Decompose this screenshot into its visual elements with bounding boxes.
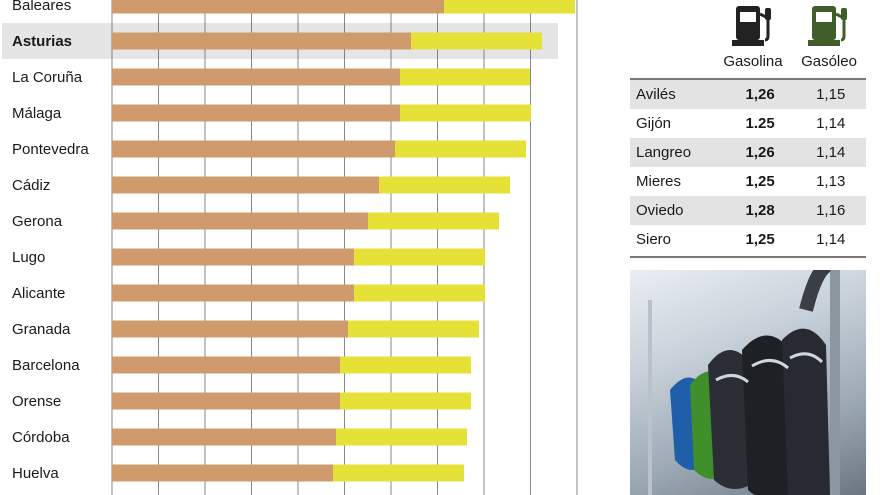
bar-chart: Baleares Asturias La Coruña Málaga Pontevedr…: [2, 0, 578, 495]
table-row: Gijón 1.25 1,14: [630, 109, 866, 138]
gasoleo-cell: 1,16: [795, 196, 866, 225]
category-label: Gerona: [12, 213, 63, 230]
bar-segment-2: [348, 320, 479, 338]
category-label: La Coruña: [12, 69, 83, 86]
bar-segment-1: [112, 248, 354, 266]
gasoleo-cell: 1,14: [795, 138, 866, 167]
column-header-gasoleo: Gasóleo: [801, 53, 857, 70]
bar-segment-1: [112, 0, 444, 14]
category-label: Granada: [12, 321, 71, 338]
bar-segment-1: [112, 428, 336, 446]
category-label: Barcelona: [12, 357, 80, 374]
chart-bars: [112, 0, 575, 482]
bar-segment-1: [112, 104, 400, 122]
bar-segment-2: [368, 212, 499, 230]
bar-segment-2: [400, 68, 530, 86]
bar-segment-1: [112, 140, 395, 158]
bar-segment-2: [354, 248, 485, 266]
category-label: Pontevedra: [12, 141, 89, 158]
gasoleo-cell: 1,15: [795, 80, 866, 109]
gasolina-cell: 1,26: [724, 138, 796, 167]
column-header-gasolina: Gasolina: [723, 53, 783, 70]
bar-segment-2: [340, 356, 471, 374]
bar-segment-2: [336, 428, 467, 446]
bar-segment-1: [112, 356, 340, 374]
bar-segment-1: [112, 392, 340, 410]
bar-segment-2: [379, 176, 510, 194]
bar-segment-1: [112, 320, 348, 338]
bar-segment-1: [112, 212, 368, 230]
prices-table: Avilés 1,26 1,15 Gijón 1.25 1,14 Langreo…: [630, 80, 866, 254]
category-label: Málaga: [12, 105, 62, 122]
city-cell: Avilés: [630, 80, 725, 109]
table-row: Oviedo 1,28 1,16: [630, 196, 866, 225]
city-cell: Langreo: [630, 138, 725, 167]
gasolina-cell: 1,25: [745, 173, 775, 190]
gasolina-cell: 1,25: [745, 231, 775, 248]
category-label: Huelva: [12, 465, 59, 482]
category-labels: Baleares Asturias La Coruña Málaga Pontevedr…: [12, 0, 89, 482]
table-row: Langreo 1,26 1,14: [630, 138, 866, 167]
fuel-pump-icon: [732, 6, 771, 46]
bar-segment-1: [112, 284, 354, 302]
bar-segment-2: [411, 32, 542, 50]
bar-segment-2: [354, 284, 485, 302]
bar-segment-2: [340, 392, 471, 410]
table-row: Mieres 1,25 1,13: [630, 167, 866, 196]
gasolina-cell: 1,26: [724, 80, 796, 109]
category-label: Cádiz: [12, 177, 50, 194]
bar-segment-2: [333, 464, 464, 482]
bar-segment-1: [112, 32, 411, 50]
city-cell: Mieres: [636, 173, 682, 190]
city-cell: Oviedo: [630, 196, 725, 225]
table-row: Avilés 1,26 1,15: [630, 80, 866, 109]
bar-segment-1: [112, 176, 379, 194]
bar-segment-2: [444, 0, 575, 14]
category-label: Asturias: [12, 33, 72, 50]
category-label: Orense: [12, 393, 61, 410]
gasolina-cell: 1.25: [745, 115, 775, 132]
bar-segment-2: [395, 140, 526, 158]
city-cell: Gijón: [636, 115, 672, 132]
gasolina-cell: 1,28: [724, 196, 796, 225]
price-panel: Gasolina Gasóleo Avilés 1,26 1,15 Gijón …: [628, 0, 866, 495]
category-label: Lugo: [12, 249, 45, 266]
bar-segment-1: [112, 464, 333, 482]
fuel-nozzles-photo: [630, 270, 866, 495]
category-label: Córdoba: [12, 429, 70, 446]
bar-segment-1: [112, 68, 400, 86]
category-label: Baleares: [12, 0, 71, 14]
table-bottom-rule: [630, 256, 866, 258]
table-top-rule: [630, 78, 866, 80]
category-label: Alicante: [12, 285, 65, 302]
fuel-pump-icon: [808, 6, 847, 46]
gasoleo-cell: 1,14: [816, 115, 846, 132]
table-row: Siero 1,25 1,14: [630, 225, 866, 254]
bar-segment-2: [400, 104, 531, 122]
gasoleo-cell: 1,13: [816, 173, 846, 190]
city-cell: Siero: [636, 231, 672, 248]
gasoleo-cell: 1,14: [816, 231, 846, 248]
